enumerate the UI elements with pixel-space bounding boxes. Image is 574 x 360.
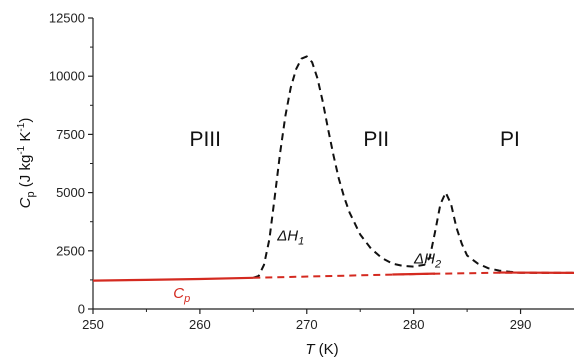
y-tick-label: 12500 [49,11,85,26]
x-tick-label: 280 [403,317,425,332]
series-layer [92,55,574,282]
y-tick-label: 2500 [56,243,85,258]
series-line-2 [92,276,254,282]
annotation-phase-i: PI [500,128,520,151]
annotation-phase-iii: PIII [189,128,221,151]
x-tick-label: 290 [510,317,532,332]
y-tick-label: 7500 [56,127,85,142]
axes: 250 260 270 280 290 0 2500 5000 7500 10000 12500 [49,11,574,332]
x-tick-label: 260 [189,317,211,332]
y-tick-label: 0 [78,302,85,317]
annotation-phase-ii: PII [363,128,389,151]
annotation-layer: PIII PII PI ΔH1 ΔH2 Cp [173,128,520,305]
annotation-delta-h1: ΔH1 [276,227,304,247]
x-tick-label: 270 [296,317,318,332]
series-line-3 [392,272,436,276]
annotation-delta-h2: ΔH2 [413,251,441,271]
y-axis-label: Cp (J kg-1 K-1) [16,118,37,209]
y-tick-label: 5000 [56,185,85,200]
x-tick-label: 250 [82,317,104,332]
x-axis-label: T (K) [305,341,338,358]
y-tick-label: 10000 [49,69,85,84]
annotation-cp-label: Cp [173,285,190,305]
